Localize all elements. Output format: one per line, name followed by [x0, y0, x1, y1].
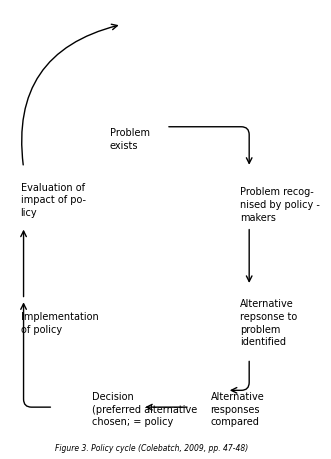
Text: Problem
exists: Problem exists	[110, 128, 150, 150]
Text: Alternative
repsonse to
problem
identified: Alternative repsonse to problem identifi…	[240, 298, 298, 347]
Text: Figure 3. Policy cycle (Colebatch, 2009, pp. 47-48): Figure 3. Policy cycle (Colebatch, 2009,…	[55, 443, 248, 452]
Text: Alternative
responses
compared: Alternative responses compared	[211, 391, 264, 426]
Text: Decision
(preferred alternative
chosen; = policy: Decision (preferred alternative chosen; …	[92, 391, 197, 426]
Text: Implementation
of policy: Implementation of policy	[21, 311, 98, 334]
Text: Problem recog-
nised by policy -
makers: Problem recog- nised by policy - makers	[240, 187, 320, 222]
Text: Evaluation of
impact of po-
licy: Evaluation of impact of po- licy	[21, 182, 86, 218]
